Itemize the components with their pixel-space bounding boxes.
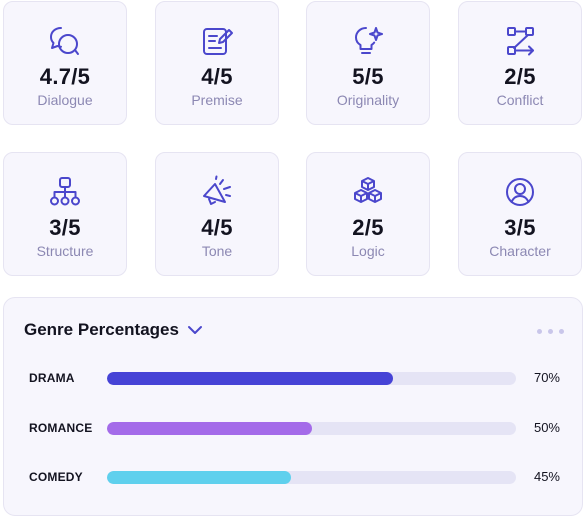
megaphone-icon bbox=[156, 175, 278, 209]
score-label: Premise bbox=[191, 92, 243, 108]
score-label: Originality bbox=[336, 92, 400, 108]
genre-percent: 45% bbox=[533, 469, 560, 484]
lightbulb-sparkle-icon bbox=[307, 24, 429, 58]
hierarchy-icon bbox=[4, 175, 126, 209]
genre-percent: 70% bbox=[533, 370, 560, 385]
genre-bar-track bbox=[107, 422, 516, 435]
route-icon bbox=[459, 24, 581, 58]
genre-percent: 50% bbox=[533, 420, 560, 435]
score-card-structure[interactable]: 3/5 Structure bbox=[3, 152, 127, 276]
panel-title: Genre Percentages bbox=[24, 320, 179, 339]
genre-row-drama: DRAMA 70% bbox=[4, 369, 582, 389]
genre-row-romance: ROMANCE 50% bbox=[4, 419, 582, 439]
genre-bar-track bbox=[107, 372, 516, 385]
genre-name: DRAMA bbox=[29, 371, 75, 385]
genre-bar-fill bbox=[107, 471, 292, 484]
genre-percentages-panel: Genre Percentages DRAMA 70% ROMANCE 50% … bbox=[3, 297, 583, 516]
genre-bar-track bbox=[107, 471, 516, 484]
score-value: 3/5 bbox=[49, 215, 81, 240]
score-value: 4/5 bbox=[201, 64, 233, 89]
chat-bubbles-icon bbox=[4, 24, 126, 58]
score-value: 4/5 bbox=[201, 215, 233, 240]
score-card-tone[interactable]: 4/5 Tone bbox=[155, 152, 279, 276]
score-card-originality[interactable]: 5/5 Originality bbox=[306, 1, 430, 125]
blocks-icon bbox=[307, 175, 429, 209]
score-card-premise[interactable]: 4/5 Premise bbox=[155, 1, 279, 125]
score-value: 5/5 bbox=[352, 64, 384, 89]
score-label: Character bbox=[489, 243, 551, 259]
more-options-icon[interactable] bbox=[537, 329, 564, 334]
score-value: 4.7/5 bbox=[39, 64, 91, 89]
chevron-down-icon bbox=[187, 326, 202, 334]
genre-bar-fill bbox=[107, 372, 394, 385]
score-value: 2/5 bbox=[352, 215, 384, 240]
score-value: 2/5 bbox=[504, 64, 536, 89]
score-card-character[interactable]: 3/5 Character bbox=[458, 152, 582, 276]
score-card-logic[interactable]: 2/5 Logic bbox=[306, 152, 430, 276]
score-card-dialogue[interactable]: 4.7/5 Dialogue bbox=[3, 1, 127, 125]
genre-row-comedy: COMEDY 45% bbox=[4, 468, 582, 488]
score-label: Dialogue bbox=[37, 92, 93, 108]
genre-name: ROMANCE bbox=[29, 421, 93, 435]
score-value: 3/5 bbox=[504, 215, 536, 240]
edit-note-icon bbox=[156, 24, 278, 58]
score-label: Tone bbox=[201, 243, 233, 259]
user-circle-icon bbox=[459, 175, 581, 209]
score-card-conflict[interactable]: 2/5 Conflict bbox=[458, 1, 582, 125]
genre-name: COMEDY bbox=[29, 470, 83, 484]
score-label: Conflict bbox=[496, 92, 544, 108]
score-label: Logic bbox=[351, 243, 385, 259]
score-label: Structure bbox=[36, 243, 94, 259]
genre-title-dropdown[interactable]: Genre Percentages bbox=[24, 320, 203, 340]
genre-bar-fill bbox=[107, 422, 312, 435]
